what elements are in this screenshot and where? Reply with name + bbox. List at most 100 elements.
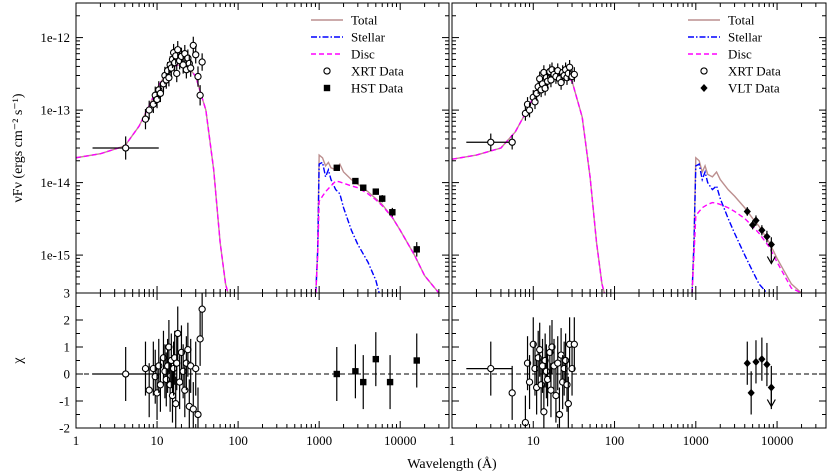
x-tick-label: 100 [228,433,248,448]
model-disc-line [452,72,606,293]
legend-label: Total [728,13,755,28]
legend-label: Stellar [351,30,386,45]
x-axis-label: Wavelength (Å) [407,456,497,472]
xrt-data-point [552,391,560,400]
x-tick-label: 1 [73,433,80,448]
xrt-data-point [557,351,565,359]
vlt-data-point [752,357,760,366]
model-total-line [315,153,440,293]
xrt-data-point [174,46,182,54]
xrt-data-point [536,346,544,354]
xrt-data-point [525,378,534,386]
plot-area [452,317,826,428]
vlt-data-point [763,232,771,241]
vlt-data-point [747,388,755,397]
xrt-data-point [165,74,173,82]
x-tick-label: 10000 [761,433,794,448]
legend-swatch [323,67,331,75]
vlt-data-point [767,383,775,392]
xrt-data-point [557,78,565,87]
xrt-data-point [156,89,165,98]
y-tick-label: 1e-14 [40,175,70,190]
vlt-data-point [767,240,775,249]
legend-label: Disc [728,47,752,62]
x-tick-label: 10000 [384,433,417,448]
x-tick-label: 10 [527,433,540,448]
xrt-data-point [173,69,181,78]
y-tick-label: 1e-13 [40,103,70,118]
plot-area [452,59,803,293]
x-tick-label: 100 [605,433,625,448]
xrt-data-point [172,400,180,408]
y-tick-label: 1e-12 [40,30,70,45]
xrt-data-point [181,386,189,394]
xrt-data-point [173,359,181,367]
legend-label: HST Data [351,81,403,96]
model-disc-line [76,63,229,293]
xrt-data-point [560,364,568,373]
xrt-data-point [198,305,206,313]
hst-data-point [379,195,386,202]
xrt-data-point [145,386,153,394]
xrt-data-point [570,340,578,348]
vlt-data-point [763,360,771,369]
hst-data-point [360,378,367,386]
x-tick-label: 1 [449,433,456,448]
legend-swatch [700,84,708,92]
vlt-data-upper-limit-arrow [766,256,776,265]
model-stellar-line [691,163,768,293]
xrt-data-point [540,408,548,416]
hst-data-point [352,177,359,185]
xrt-data-point [141,364,150,373]
vlt-data-upper-limit-arrow [766,399,776,408]
vlt-data-point [752,216,760,225]
xrt-data-point [525,106,534,114]
vlt-data-point [758,355,766,364]
xrt-data-point [198,58,206,66]
xrt-data-point [165,343,173,351]
panel-top-left: 1e-12 1e-13 1e-14 1e-15 νFν (ergs cm⁻² s⁻¹) T… [11,2,450,294]
xrt-data-point [541,84,549,92]
model-total-line [691,156,803,293]
panel-top-right: Total Stellar Disc XRT Data VLT Data [451,2,827,294]
x-tick-label: 1000 [683,433,709,448]
xrt-data-point [196,335,204,343]
hst-data-point [333,164,340,171]
plot-area [76,36,440,293]
model-disc-line [315,180,440,293]
xrt-data-point [547,386,555,394]
xrt-data-point [141,115,150,123]
legend-swatch [323,84,331,92]
y-tick-label: 1e-15 [40,248,70,263]
xrt-data-point [563,381,571,389]
xrt-data-point [555,410,564,419]
xrt-data-point [554,359,562,367]
xrt-data-point [175,378,184,386]
xrt-data-point [565,63,574,71]
model-disc-line [691,201,802,293]
panel-bottom-left: 1 10 100 1000 10000 -2 -1 0 1 2 3 χ [11,286,450,448]
xrt-data-point [192,51,200,59]
xrt-data-point [194,410,202,419]
xrt-data-point [570,70,578,79]
xrt-data-point [189,41,197,50]
legend-label: Disc [351,47,375,62]
y-tick-label: 1 [64,340,71,355]
legend-label: XRT Data [728,64,781,79]
y-tick-label: 3 [64,286,71,301]
xrt-data-point [487,138,495,146]
xrt-data-point [194,72,202,81]
xrt-data-point [192,364,200,373]
y-axis-label: χ [11,357,26,365]
legend-label: Total [351,13,378,28]
y-axis-label: νFν (ergs cm⁻² s⁻¹) [11,93,26,202]
legend-label: VLT Data [728,81,780,96]
legend-label: XRT Data [351,64,404,79]
xrt-data-point [534,354,542,362]
hst-data-point [333,370,340,378]
xrt-data-point [508,138,516,146]
xrt-data-point [187,64,195,72]
axes-frame [451,2,827,294]
hst-data-point [389,209,396,216]
